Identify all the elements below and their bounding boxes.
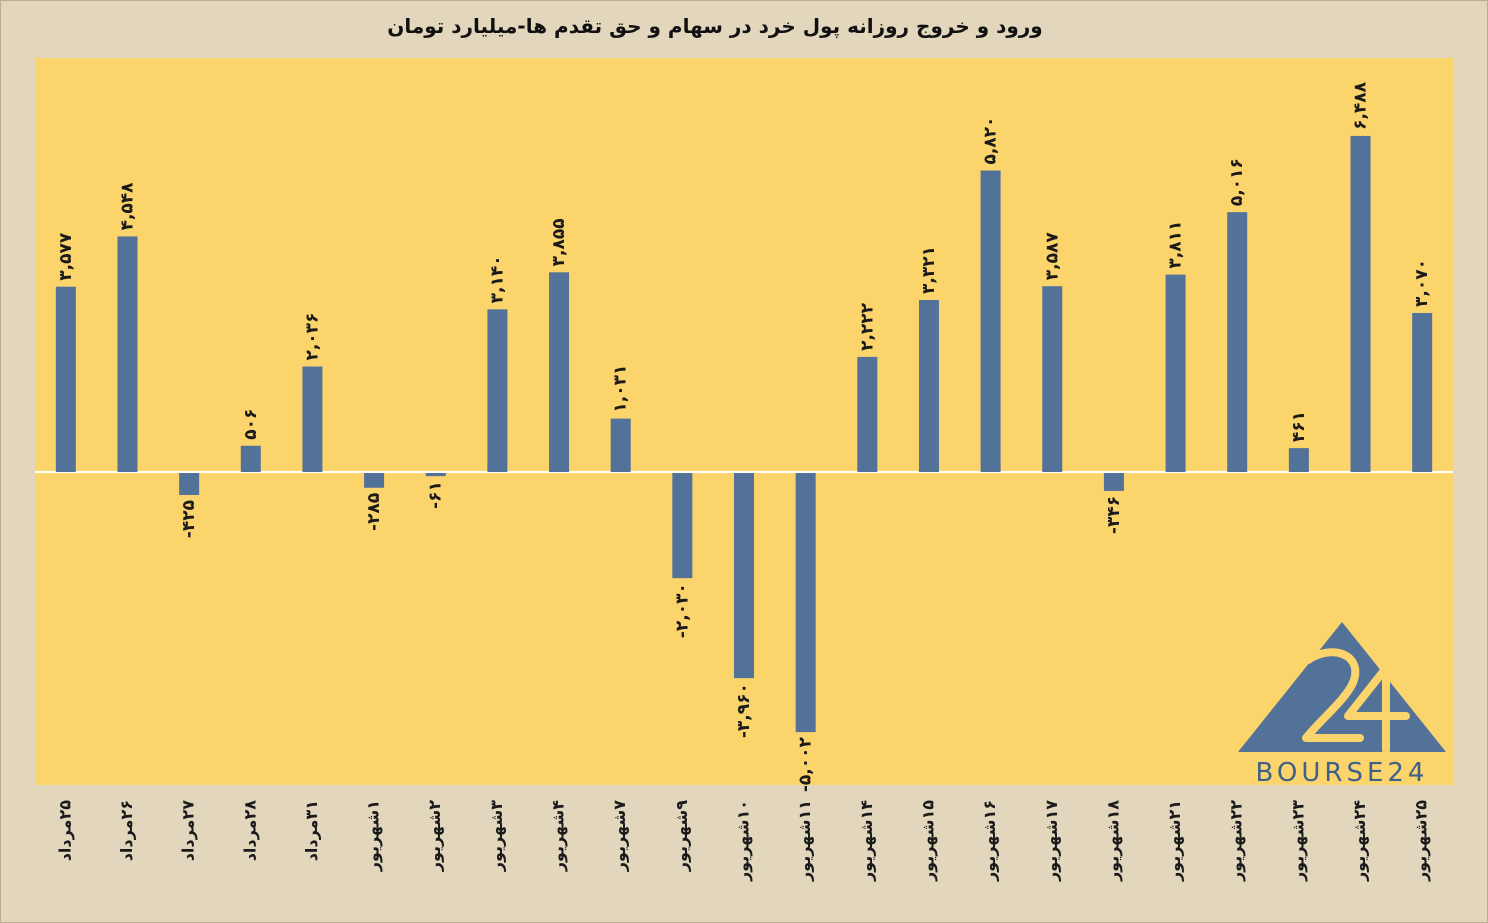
data-label: ۳,۵۸۷ xyxy=(1042,232,1062,281)
data-label: -۴۲۵ xyxy=(179,500,199,538)
x-tick-label: ۲شهریور xyxy=(425,800,444,873)
bar xyxy=(364,473,385,488)
x-tick-label: ۲۸مرداد xyxy=(240,800,259,862)
x-tick-label: ۱۸شهریور xyxy=(1103,800,1122,882)
bar xyxy=(549,272,570,472)
bar xyxy=(1412,312,1433,472)
x-tick-label: ۲۳شهریور xyxy=(1288,800,1307,882)
data-label: ۶,۴۸۸ xyxy=(1351,81,1371,130)
bar xyxy=(1288,448,1309,472)
x-tick-label: ۷شهریور xyxy=(610,800,629,873)
data-label: ۳,۵۷۷ xyxy=(56,232,76,281)
bar xyxy=(55,286,76,472)
bar xyxy=(980,170,1001,473)
x-tick-label: ۹شهریور xyxy=(672,800,691,873)
bar xyxy=(1103,473,1124,491)
data-label: -۶۱ xyxy=(426,481,446,509)
data-label: -۵,۰۰۲ xyxy=(796,736,816,792)
x-tick-label: ۲۵شهریور xyxy=(1412,800,1431,882)
data-label: ۳,۸۱۱ xyxy=(1166,221,1186,269)
x-tick-label: ۱۴شهریور xyxy=(857,800,876,882)
data-label: -۳,۹۶۰ xyxy=(734,683,754,738)
x-tick-label: ۲۱شهریور xyxy=(1165,800,1184,882)
data-label: ۳,۳۲۱ xyxy=(919,246,939,294)
bourse24-logo-text: BOURSE24 xyxy=(1255,758,1429,788)
bar xyxy=(672,473,693,579)
x-tick-label: ۲۵مرداد xyxy=(55,800,74,862)
data-label: ۵,۰۱۶ xyxy=(1227,158,1247,206)
x-tick-label: ۳۱مرداد xyxy=(302,800,321,861)
chart-title: ورود و خروج روزانه پول خرد در سهام و حق … xyxy=(387,14,1043,38)
bar xyxy=(734,473,754,679)
bar xyxy=(240,445,261,472)
bar xyxy=(1042,286,1063,472)
x-tick-label: ۱۶شهریور xyxy=(980,800,999,882)
x-tick-label: ۱۵شهریور xyxy=(918,800,937,882)
bar xyxy=(1350,135,1371,472)
x-tick-label: ۲۲شهریور xyxy=(1227,800,1246,882)
bar xyxy=(425,473,446,477)
data-label: ۱,۰۳۱ xyxy=(611,365,631,413)
bar xyxy=(1227,212,1248,472)
data-label: ۲,۲۲۲ xyxy=(857,302,877,351)
data-label: -۳۴۶ xyxy=(1104,496,1124,534)
data-label: ۵,۸۲۰ xyxy=(981,117,1001,165)
bar xyxy=(487,309,508,472)
data-label: -۲,۰۳۰ xyxy=(672,583,692,638)
data-label: ۴,۵۴۸ xyxy=(117,182,137,231)
x-tick-label: ۲۶مرداد xyxy=(117,800,136,861)
bar xyxy=(610,418,631,472)
x-tick-label: ۱۱شهریور xyxy=(795,800,814,882)
data-label: ۳,۰۷۰ xyxy=(1412,259,1432,307)
data-label: ۴۶۱ xyxy=(1289,411,1309,442)
bar xyxy=(117,236,138,472)
x-tick-label: ۴شهریور xyxy=(549,800,568,873)
bar xyxy=(1165,274,1186,472)
bar xyxy=(918,299,939,472)
data-label: ۳,۱۴۰ xyxy=(487,255,507,303)
bourse24-logo xyxy=(1238,622,1446,754)
bar xyxy=(302,366,323,472)
bar xyxy=(795,473,816,733)
x-tick-label: ۲۷مرداد xyxy=(179,800,198,862)
x-tick-label: ۱۰شهریور xyxy=(734,800,753,882)
data-label: ۵۰۶ xyxy=(241,409,261,440)
data-label: -۲۸۵ xyxy=(364,493,384,531)
x-tick-label: ۲۴شهریور xyxy=(1350,800,1369,882)
x-tick-label: ۱۷شهریور xyxy=(1042,800,1061,882)
bar xyxy=(857,356,878,472)
data-label: ۲,۰۳۶ xyxy=(302,313,322,361)
x-tick-label: ۱شهریور xyxy=(364,800,383,872)
data-label: ۳,۸۵۵ xyxy=(549,218,569,266)
x-tick-label: ۳شهریور xyxy=(487,800,506,873)
bar xyxy=(179,473,200,496)
